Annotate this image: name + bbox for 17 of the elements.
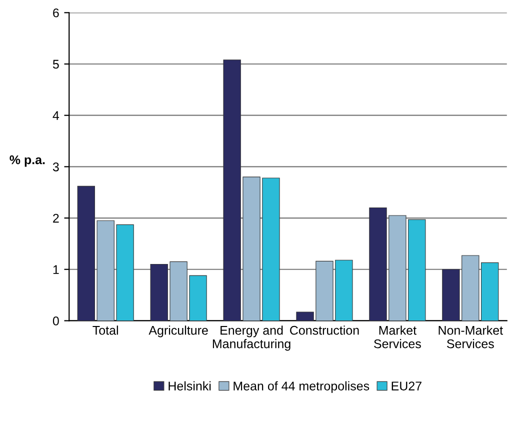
x-tick-label: Total bbox=[92, 326, 118, 335]
y-tick-label: 5 bbox=[52, 60, 59, 69]
x-tick-label: Agriculture bbox=[148, 326, 208, 338]
legend-label: Mean of 44 metropolises bbox=[234, 381, 370, 393]
x-tick-label: Market Services bbox=[374, 326, 421, 348]
y-tick-label: 4 bbox=[52, 111, 60, 120]
y-tick-label: 2 bbox=[53, 214, 59, 223]
y-tick-label: 0 bbox=[52, 316, 59, 326]
legend-label: EU27 bbox=[392, 382, 422, 390]
y-tick-label: 1 bbox=[53, 265, 59, 274]
y-axis-title: % p.a. bbox=[10, 155, 45, 167]
x-tick-label: Energy and Manufacturing bbox=[212, 326, 290, 351]
legend-label: Helsinki bbox=[168, 381, 211, 390]
x-tick-label: Non-Market Services bbox=[438, 326, 503, 348]
x-tick-label: Construction bbox=[290, 326, 359, 335]
y-tick-label: 6 bbox=[53, 8, 59, 18]
y-tick-label: 3 bbox=[52, 162, 59, 172]
